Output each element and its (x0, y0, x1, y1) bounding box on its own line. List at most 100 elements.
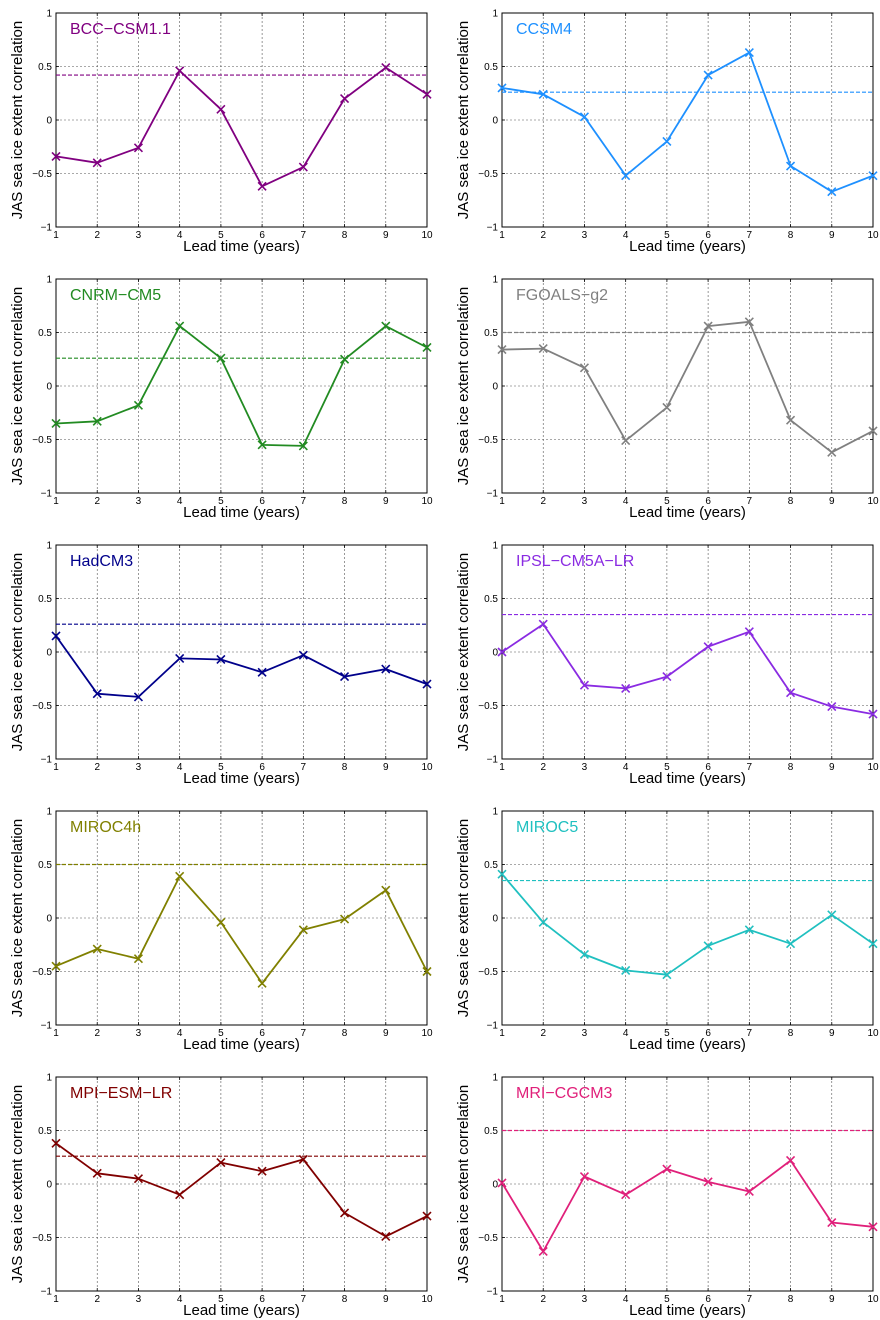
x-tick-label: 8 (342, 496, 348, 507)
y-tick-label: −1 (41, 755, 53, 766)
panel-title: BCC−CSM1.1 (70, 21, 171, 38)
data-point-marker (827, 702, 837, 712)
x-tick-label: 3 (582, 762, 588, 773)
x-tick-label: 7 (301, 1294, 307, 1305)
y-tick-label: 1 (46, 1073, 52, 1084)
data-point-marker (868, 939, 878, 949)
y-tick-label: 1 (492, 275, 498, 286)
panel-title: CNRM−CM5 (70, 287, 161, 304)
data-point-marker (257, 181, 267, 191)
y-axis-label: JAS sea ice extent correlation (455, 819, 472, 1017)
y-tick-label: 0 (46, 382, 52, 393)
x-tick-label: 2 (94, 230, 100, 241)
y-tick-label: 0 (492, 648, 498, 659)
data-point-marker (51, 631, 61, 641)
y-tick-label: −0.5 (32, 1233, 52, 1244)
data-point-marker (257, 978, 267, 988)
panel-title: HadCM3 (70, 553, 133, 570)
x-tick-label: 10 (421, 1028, 433, 1039)
x-tick-label: 9 (829, 1028, 835, 1039)
y-tick-label: −0.5 (32, 701, 52, 712)
x-tick-label: 5 (218, 230, 224, 241)
data-point-marker (133, 954, 144, 964)
x-tick-label: 10 (867, 1294, 879, 1305)
data-point-marker (703, 321, 713, 331)
x-tick-label: 4 (623, 762, 629, 773)
data-point-marker (579, 363, 590, 373)
data-point-marker (257, 440, 267, 450)
data-point-marker (422, 966, 432, 977)
x-tick-label: 7 (747, 1028, 753, 1039)
y-tick-label: 0 (492, 382, 498, 393)
data-point-marker (621, 965, 631, 975)
chart-panel-3: 1 2 3 4 5 6 7 8 9 10 −1 −0.5 0 0.5 1 Lead time (years) J… (9, 275, 433, 522)
data-point-marker (744, 317, 754, 327)
data-point-marker (744, 925, 754, 935)
x-tick-label: 6 (259, 496, 265, 507)
x-tick-label: 4 (623, 1294, 629, 1305)
data-point-marker (827, 187, 837, 197)
x-tick-label: 1 (499, 1028, 505, 1039)
x-tick-label: 6 (259, 1294, 265, 1305)
data-point-marker (538, 89, 548, 99)
x-tick-label: 9 (383, 1294, 389, 1305)
y-tick-label: −1 (487, 1287, 499, 1298)
data-point-marker (868, 171, 878, 181)
y-axis-label: JAS sea ice extent correlation (9, 21, 26, 219)
data-point-marker (339, 354, 350, 364)
x-tick-label: 4 (623, 230, 629, 241)
data-point-marker (868, 426, 878, 436)
x-tick-label: 1 (499, 762, 505, 773)
data-point-marker (92, 944, 102, 954)
data-point-marker (257, 1166, 267, 1176)
data-point-marker (785, 415, 796, 425)
y-tick-label: 0.5 (484, 1126, 498, 1137)
chart-panel-6: 1 2 3 4 5 6 7 8 9 10 −1 −0.5 0 0.5 1 Lead time (years) J… (455, 541, 879, 788)
data-point-marker (579, 112, 590, 122)
x-tick-label: 1 (499, 230, 505, 241)
y-tick-label: 1 (492, 541, 498, 552)
x-tick-label: 3 (582, 230, 588, 241)
x-tick-label: 9 (829, 1294, 835, 1305)
x-tick-label: 5 (664, 762, 670, 773)
data-point-marker (298, 441, 308, 451)
y-tick-label: 1 (492, 807, 498, 818)
x-tick-label: 8 (788, 762, 794, 773)
x-tick-label: 8 (788, 1028, 794, 1039)
y-tick-label: 0.5 (484, 860, 498, 871)
x-tick-label: 2 (540, 230, 546, 241)
x-tick-label: 5 (664, 1028, 670, 1039)
data-point-marker (381, 1231, 391, 1241)
y-tick-label: 0.5 (484, 62, 498, 73)
chart-panel-8: 1 2 3 4 5 6 7 8 9 10 −1 −0.5 0 0.5 1 Lead time (years) J… (455, 807, 879, 1054)
x-axis-label: Lead time (years) (183, 770, 300, 787)
x-tick-label: 7 (301, 1028, 307, 1039)
y-tick-label: −0.5 (32, 169, 52, 180)
data-point-marker (216, 654, 226, 665)
data-point-marker (621, 1190, 631, 1200)
x-tick-label: 5 (218, 762, 224, 773)
panel-title: MIROC4h (70, 819, 141, 836)
y-tick-label: −0.5 (478, 701, 498, 712)
y-axis-label: JAS sea ice extent correlation (9, 1085, 26, 1283)
data-point-marker (422, 679, 432, 689)
x-axis-label: Lead time (years) (629, 504, 746, 521)
data-point-marker (662, 136, 672, 146)
data-point-marker (703, 941, 713, 951)
data-point-marker (497, 869, 507, 879)
x-axis-label: Lead time (years) (183, 238, 300, 255)
y-axis-label: JAS sea ice extent correlation (9, 287, 26, 485)
data-point-marker (381, 63, 391, 73)
y-tick-label: 1 (492, 9, 498, 20)
data-point-marker (662, 672, 672, 682)
y-tick-label: −0.5 (478, 1233, 498, 1244)
y-tick-label: −0.5 (478, 435, 498, 446)
x-tick-label: 3 (136, 496, 142, 507)
y-tick-label: −0.5 (478, 169, 498, 180)
x-tick-label: 5 (664, 496, 670, 507)
data-point-marker (662, 402, 672, 412)
x-tick-label: 10 (867, 762, 879, 773)
x-tick-label: 3 (582, 1028, 588, 1039)
x-tick-label: 9 (383, 230, 389, 241)
x-axis-label: Lead time (years) (629, 1036, 746, 1053)
